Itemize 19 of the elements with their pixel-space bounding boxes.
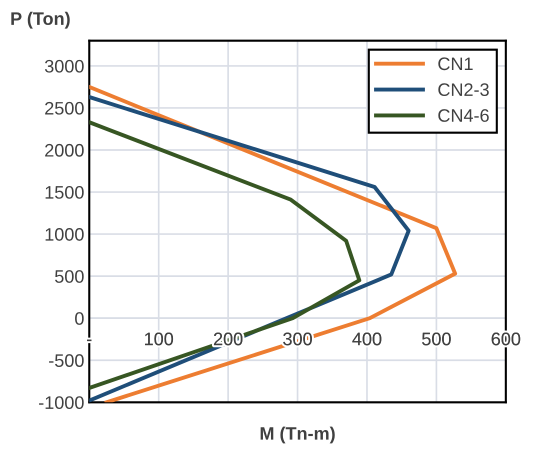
- y-tick-label: -500: [49, 354, 84, 367]
- x-tick-label: 200: [214, 332, 242, 346]
- y-tick-label: 2000: [45, 144, 84, 157]
- y-axis-title: P (Ton): [11, 12, 70, 29]
- x-tick-label: 400: [352, 332, 382, 346]
- x-tick-label: -: [87, 340, 92, 342]
- y-tick-label: 3000: [44, 60, 84, 73]
- y-tick-label: 1500: [46, 186, 84, 199]
- legend-label: CN4-6: [438, 109, 489, 122]
- x-tick-label: 500: [422, 332, 451, 346]
- legend-label: CN2-3: [438, 83, 489, 96]
- y-tick-label: -1000: [39, 396, 84, 409]
- y-tick-label: 2500: [45, 102, 84, 115]
- legend-label: CN1: [438, 57, 473, 70]
- x-axis-title: M (Tn-m): [260, 426, 335, 444]
- x-tick-label: 100: [145, 332, 174, 346]
- y-tick-label: 500: [55, 270, 84, 283]
- y-tick-label: 1000: [46, 228, 84, 241]
- y-tick-label: 0: [75, 312, 84, 325]
